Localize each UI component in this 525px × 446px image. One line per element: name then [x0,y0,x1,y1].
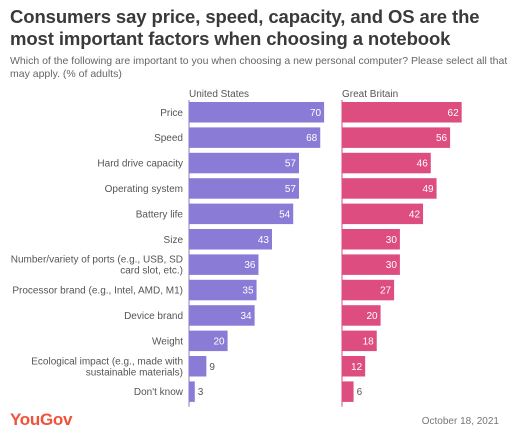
us-bar [189,381,195,402]
category-label: Number/variety of ports (e.g., USB, SD ca… [11,255,183,277]
us-value-label: 54 [279,209,291,220]
us-bar [189,127,321,148]
category-label: Device brand [124,311,183,322]
gb-bar [342,330,377,352]
gb-value-label: 42 [409,209,421,220]
gb-bar [342,203,424,225]
gb-value-label: 27 [380,286,392,297]
category-label: Weight [152,336,183,347]
us-value-label: 35 [242,286,254,297]
gb-bar [342,279,395,301]
category-label: Price [160,108,183,119]
us-value-label: 43 [258,235,270,246]
category-label: Battery life [136,209,184,220]
gb-value-label: 30 [386,260,398,271]
chart-subtitle: Which of the following are important to … [10,55,508,80]
yougov-logo: YouGov [10,410,73,429]
gb-bar [342,381,354,402]
gb-bar [342,254,400,275]
us-value-label: 57 [285,184,297,195]
us-bar [189,254,259,275]
us-value-label: 20 [213,336,225,347]
us-panel-header: United States [189,89,250,100]
gb-panel-header: Great Britain [342,89,399,100]
gb-value-label: 62 [448,108,460,119]
us-value-label: 36 [244,260,256,271]
category-label: Operating system [105,184,183,195]
gb-value-label: 56 [436,133,448,144]
us-bar [189,356,207,377]
us-bar [189,102,325,123]
us-value-label: 9 [209,362,215,373]
us-bar [189,229,272,250]
us-bar [189,330,228,352]
category-label: Hard drive capacity [97,159,183,170]
us-bar [189,178,300,199]
us-bar [189,279,257,301]
us-bar [189,203,294,225]
gb-value-label: 20 [366,311,378,322]
category-label: Ecological impact (e.g., made with sustai… [31,356,183,378]
us-bar [189,152,300,174]
us-value-label: 70 [310,108,322,119]
gb-value-label: 46 [417,159,429,170]
category-label: Size [164,235,184,246]
gb-value-label: 30 [386,235,398,246]
us-value-label: 68 [306,133,318,144]
gb-bar [342,127,451,148]
us-value-label: 34 [240,311,252,322]
us-value-label: 3 [198,387,204,398]
gb-value-label: 49 [422,184,434,195]
gb-value-label: 18 [363,336,375,347]
category-label: Don't know [134,387,184,398]
gb-value-label: 6 [357,387,363,398]
gb-bar [342,305,381,326]
gb-value-label: 12 [351,362,363,373]
gb-bar [342,229,400,250]
us-bar [189,305,255,326]
us-value-label: 57 [285,159,297,170]
category-label: Speed [154,133,183,144]
gb-bar [342,178,437,199]
chart-title: Consumers say price, speed, capacity, an… [10,6,480,49]
gb-bar [342,102,462,123]
gb-bar [342,152,431,174]
gb-bar [342,356,366,377]
category-label: Processor brand (e.g., Intel, AMD, M1) [12,286,183,297]
publish-date: October 18, 2021 [421,416,499,427]
